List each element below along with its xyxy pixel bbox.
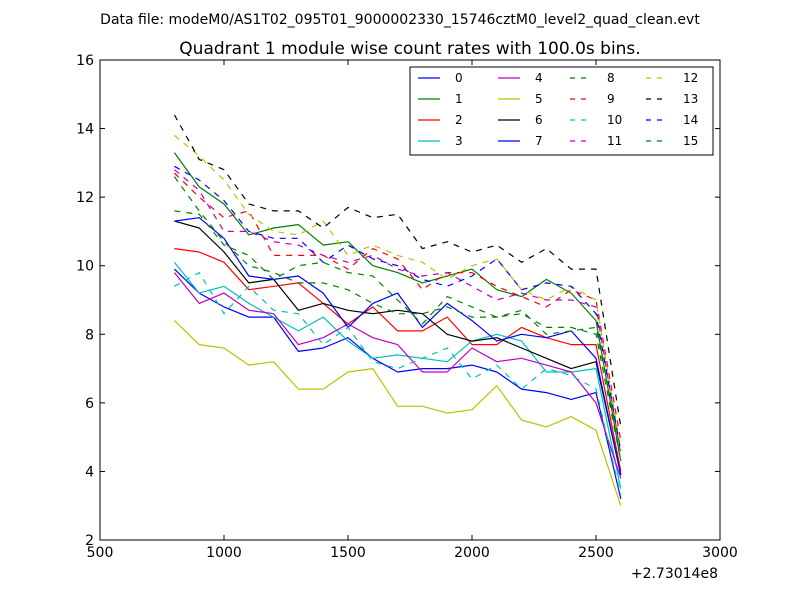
legend-label-module-3: 3 bbox=[455, 134, 463, 148]
y-tick-label: 2 bbox=[85, 533, 94, 549]
y-tick-label: 8 bbox=[85, 327, 94, 343]
legend-label-module-13: 13 bbox=[683, 92, 698, 106]
legend-label-module-5: 5 bbox=[535, 92, 543, 106]
x-tick-label: 1000 bbox=[206, 545, 242, 561]
series-line-module-9 bbox=[173, 172, 622, 441]
series-line-module-6 bbox=[174, 220, 622, 476]
legend-label-module-9: 9 bbox=[607, 92, 615, 106]
legend-label-module-6: 6 bbox=[535, 113, 543, 127]
legend-label-module-7: 7 bbox=[535, 134, 543, 148]
series-line-module-15 bbox=[173, 176, 622, 452]
series-line-module-14 bbox=[174, 165, 622, 452]
y-tick-label: 4 bbox=[85, 464, 94, 480]
legend-label-module-14: 14 bbox=[683, 113, 698, 127]
x-tick-label: 3000 bbox=[702, 545, 738, 561]
legend-label-module-4: 4 bbox=[535, 71, 543, 85]
y-tick-label: 14 bbox=[76, 122, 94, 138]
legend-label-module-11: 11 bbox=[607, 134, 622, 148]
legend-box bbox=[409, 66, 714, 156]
series-layer bbox=[173, 114, 622, 506]
x-tick-label: 1500 bbox=[330, 545, 366, 561]
chart-suptitle: Data file: modeM0/AS1T02_095T01_90000023… bbox=[100, 12, 700, 28]
series-line-module-1 bbox=[173, 152, 622, 462]
x-tick-label: 2000 bbox=[454, 545, 490, 561]
series-line-module-5 bbox=[173, 320, 622, 506]
chart-title: Quadrant 1 module wise count rates with … bbox=[179, 39, 640, 59]
legend-label-module-1: 1 bbox=[455, 92, 463, 106]
x-offset-label: +2.73014e8 bbox=[631, 566, 718, 582]
y-tick-label: 12 bbox=[76, 190, 94, 206]
series-line-module-7 bbox=[174, 217, 622, 476]
legend-label-module-10: 10 bbox=[607, 113, 622, 127]
legend-label-module-8: 8 bbox=[607, 71, 615, 85]
legend-label-module-2: 2 bbox=[455, 113, 463, 127]
series-line-module-4 bbox=[173, 272, 622, 479]
series-line-module-3 bbox=[173, 261, 622, 489]
series-line-module-8 bbox=[174, 210, 622, 462]
series-line-module-10 bbox=[174, 272, 622, 496]
series-line-module-13 bbox=[173, 114, 622, 427]
x-tick-label: 500 bbox=[87, 545, 114, 561]
x-tick-label: 2500 bbox=[578, 545, 614, 561]
legend-label-module-12: 12 bbox=[683, 71, 698, 85]
legend-label-module-0: 0 bbox=[455, 71, 463, 85]
series-line-module-0 bbox=[173, 268, 622, 500]
axes-frame bbox=[99, 59, 721, 541]
y-tick-label: 16 bbox=[76, 53, 94, 69]
legend-label-module-15: 15 bbox=[683, 134, 698, 148]
series-line-module-11 bbox=[174, 169, 622, 455]
y-tick-label: 10 bbox=[76, 259, 94, 275]
series-line-module-12 bbox=[174, 134, 622, 451]
y-tick-label: 6 bbox=[85, 396, 94, 412]
